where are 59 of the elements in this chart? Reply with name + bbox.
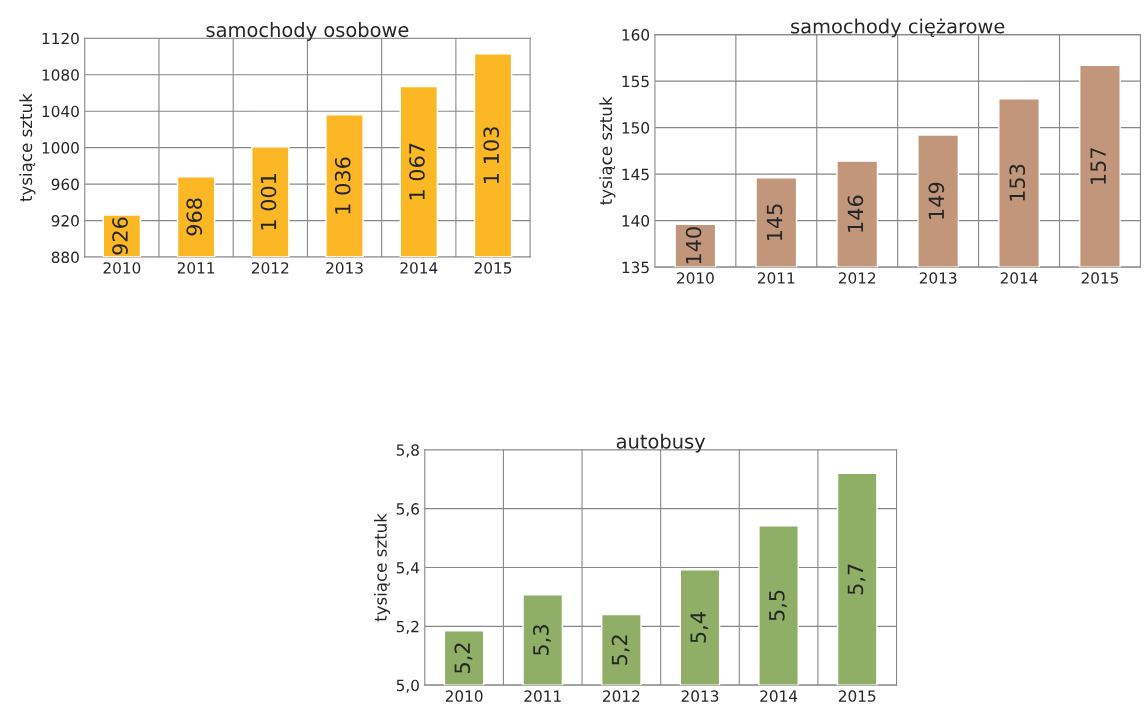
data-label: 5,2 bbox=[454, 643, 473, 673]
x-tick-label: 2015 bbox=[1081, 272, 1119, 284]
y-tick-label: 155 bbox=[622, 75, 649, 88]
x-tick-label: 2015 bbox=[838, 690, 876, 702]
data-label: 5,5 bbox=[769, 590, 787, 621]
x-tick-label: 2012 bbox=[838, 272, 876, 284]
y-axis-title: tysiące sztuk bbox=[19, 93, 36, 202]
x-tick-label: 2011 bbox=[524, 690, 561, 702]
x-tick-label: 2010 bbox=[677, 272, 714, 284]
chart-title: autobusy bbox=[616, 433, 706, 453]
x-tick-label: 2013 bbox=[919, 272, 957, 284]
data-label: 140 bbox=[685, 227, 702, 264]
data-label: 5,3 bbox=[533, 625, 551, 655]
x-tick-label: 2012 bbox=[603, 690, 640, 702]
chart-title: samochody ciężarowe bbox=[791, 18, 1005, 38]
y-tick-label: 5,2 bbox=[396, 620, 419, 634]
y-tick-label: 5,6 bbox=[396, 503, 419, 517]
y-tick-label: 5,0 bbox=[396, 679, 419, 693]
x-tick-label: 2011 bbox=[757, 272, 795, 284]
y-tick-label: 1120 bbox=[42, 32, 79, 45]
data-label: 5,4 bbox=[690, 612, 709, 643]
x-tick-label: 2012 bbox=[251, 262, 289, 274]
data-label: 1 001 bbox=[260, 173, 277, 230]
data-label: 1 103 bbox=[483, 127, 500, 183]
x-tick-label: 2010 bbox=[445, 690, 483, 702]
data-label: 153 bbox=[1009, 164, 1026, 201]
x-tick-label: 2014 bbox=[1000, 272, 1038, 284]
y-tick-label: 1000 bbox=[42, 142, 79, 154]
data-label: 1 036 bbox=[334, 157, 351, 214]
x-tick-label: 2014 bbox=[760, 690, 798, 702]
y-tick-label: 920 bbox=[51, 215, 79, 227]
x-tick-label: 2013 bbox=[681, 690, 719, 702]
x-tick-label: 2011 bbox=[177, 262, 215, 274]
y-axis-title: tysiące sztuk bbox=[599, 96, 616, 205]
x-tick-label: 2015 bbox=[474, 262, 512, 274]
data-label: 145 bbox=[766, 204, 783, 241]
y-tick-label: 960 bbox=[51, 178, 79, 191]
data-label: 5,7 bbox=[847, 564, 866, 595]
y-tick-label: 140 bbox=[622, 215, 650, 227]
x-tick-label: 2014 bbox=[400, 262, 438, 274]
y-tick-label: 880 bbox=[51, 251, 79, 264]
y-tick-label: 145 bbox=[622, 168, 649, 181]
x-tick-label: 2010 bbox=[103, 262, 141, 274]
y-tick-label: 5,4 bbox=[396, 562, 420, 576]
data-label: 157 bbox=[1090, 148, 1107, 184]
y-tick-label: 1080 bbox=[42, 69, 79, 81]
y-tick-label: 5,8 bbox=[396, 444, 419, 458]
data-label: 1 067 bbox=[409, 143, 425, 200]
y-tick-label: 160 bbox=[622, 29, 650, 41]
data-label: 149 bbox=[928, 182, 945, 219]
data-label: 968 bbox=[186, 198, 203, 236]
y-axis-title: tysiące sztuk bbox=[373, 513, 391, 622]
data-label: 146 bbox=[847, 195, 864, 232]
chart-title: samochody osobowe bbox=[206, 22, 409, 41]
x-tick-label: 2013 bbox=[326, 262, 363, 274]
y-tick-label: 150 bbox=[622, 122, 650, 134]
y-tick-label: 1040 bbox=[42, 105, 79, 118]
data-label: 926 bbox=[112, 217, 128, 255]
y-tick-label: 135 bbox=[622, 261, 649, 274]
